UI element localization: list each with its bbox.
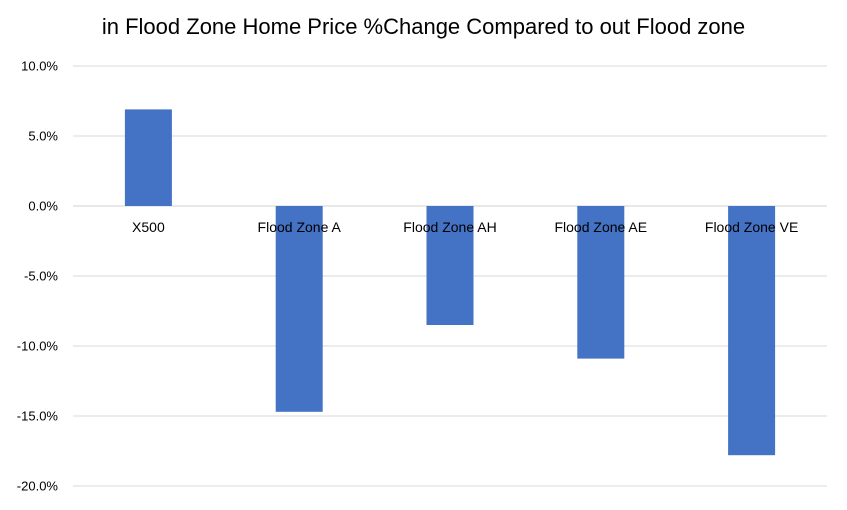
y-tick-label: 0.0% — [28, 199, 58, 214]
category-label: Flood Zone A — [258, 219, 342, 235]
y-tick-label: -20.0% — [17, 479, 59, 494]
y-tick-label: 10.0% — [21, 59, 58, 74]
category-label: Flood Zone VE — [705, 219, 798, 235]
bar — [426, 206, 474, 325]
y-tick-label: 5.0% — [28, 129, 58, 144]
bar — [577, 206, 625, 359]
y-tick-label: -5.0% — [24, 269, 58, 284]
category-label: X500 — [132, 219, 165, 235]
bar — [728, 206, 776, 456]
bar — [275, 206, 323, 412]
bar — [124, 109, 172, 206]
y-tick-label: -15.0% — [17, 409, 59, 424]
y-tick-label: -10.0% — [17, 339, 59, 354]
category-label: Flood Zone AH — [403, 219, 496, 235]
chart-title: in Flood Zone Home Price %Change Compare… — [101, 14, 746, 39]
category-label: Flood Zone AE — [554, 219, 647, 235]
